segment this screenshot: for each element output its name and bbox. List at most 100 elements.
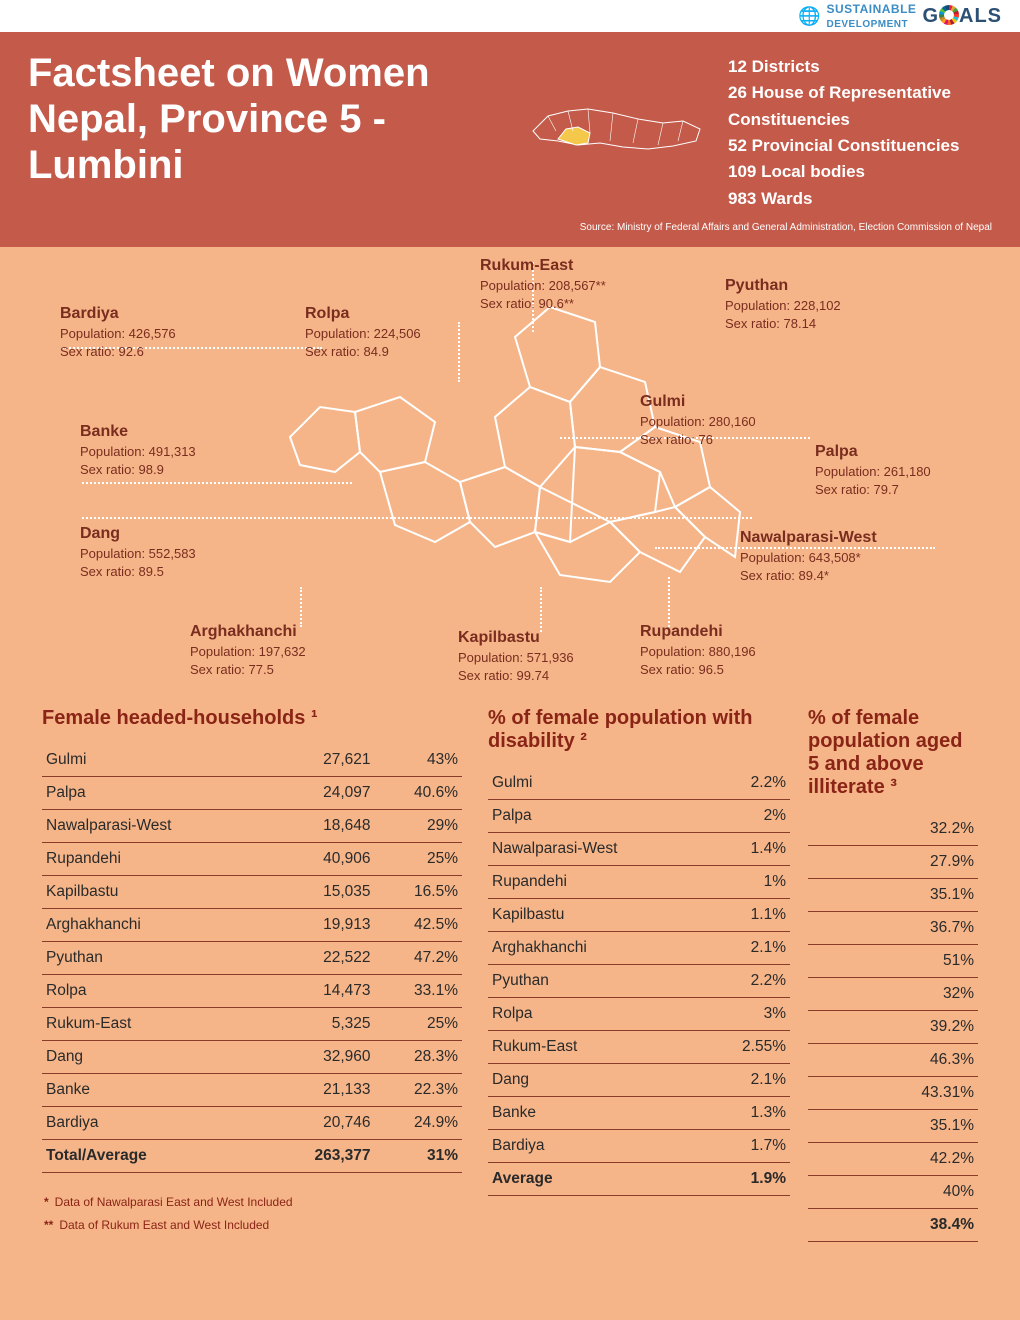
cell-pct: 33.1% bbox=[375, 975, 462, 1008]
cell-count: 20,746 bbox=[267, 1107, 375, 1140]
district-name: Rolpa bbox=[305, 305, 421, 323]
table-row: Nawalparasi-West1.4% bbox=[488, 833, 790, 866]
district-sexratio: Sex ratio: 89.4* bbox=[740, 567, 877, 585]
cell-count: 22,522 bbox=[267, 942, 375, 975]
cell-pct: 1.3% bbox=[705, 1097, 790, 1130]
header-stats: 12 Districts26 House of Representative C… bbox=[728, 50, 992, 212]
cell-count: 18,648 bbox=[267, 810, 375, 843]
cell-pct: 47.2% bbox=[375, 942, 462, 975]
table-row: 46.3% bbox=[808, 1044, 978, 1077]
leader-line bbox=[300, 587, 302, 627]
cell-district: Pyuthan bbox=[488, 965, 705, 998]
footnotes: *Data of Nawalparasi East and West Inclu… bbox=[42, 1173, 462, 1237]
cell-district: Bardiya bbox=[42, 1107, 267, 1140]
district-name: Rukum-East bbox=[480, 257, 606, 275]
cell-count: 14,473 bbox=[267, 975, 375, 1008]
cell-district: Rolpa bbox=[488, 998, 705, 1031]
cell-pct: 51% bbox=[808, 945, 978, 978]
cell-district: Rukum-East bbox=[488, 1031, 705, 1064]
table-row: Bardiya20,74624.9% bbox=[42, 1107, 462, 1140]
cell-pct: 32.2% bbox=[808, 813, 978, 846]
district-callout: DangPopulation: 552,583Sex ratio: 89.5 bbox=[80, 525, 196, 581]
table-total-row: Average1.9% bbox=[488, 1163, 790, 1196]
cell-pct: 29% bbox=[375, 810, 462, 843]
cell-pct: 24.9% bbox=[375, 1107, 462, 1140]
cell-pct: 35.1% bbox=[808, 1110, 978, 1143]
cell-district: Gulmi bbox=[42, 744, 267, 777]
cell-pct: 16.5% bbox=[375, 876, 462, 909]
district-population: Population: 280,160 bbox=[640, 413, 756, 431]
cell-district: Arghakhanchi bbox=[488, 932, 705, 965]
cell-district: Rolpa bbox=[42, 975, 267, 1008]
cell-pct: 22.3% bbox=[375, 1074, 462, 1107]
district-sexratio: Sex ratio: 96.5 bbox=[640, 661, 756, 679]
table-row: Banke21,13322.3% bbox=[42, 1074, 462, 1107]
district-callout: GulmiPopulation: 280,160Sex ratio: 76 bbox=[640, 393, 756, 449]
table-row: Dang2.1% bbox=[488, 1064, 790, 1097]
district-name: Pyuthan bbox=[725, 277, 841, 295]
cell-pct: 1% bbox=[705, 866, 790, 899]
table-row: Pyuthan2.2% bbox=[488, 965, 790, 998]
district-callout: KapilbastuPopulation: 571,936Sex ratio: … bbox=[458, 629, 574, 685]
table-row: Dang32,96028.3% bbox=[42, 1041, 462, 1074]
table-row: Nawalparasi-West18,64829% bbox=[42, 810, 462, 843]
cell-count: 5,325 bbox=[267, 1008, 375, 1041]
cell-pct: 36.7% bbox=[808, 912, 978, 945]
district-sexratio: Sex ratio: 84.9 bbox=[305, 343, 421, 361]
table-row: Gulmi2.2% bbox=[488, 767, 790, 800]
table-row: Arghakhanchi19,91342.5% bbox=[42, 909, 462, 942]
table-row: 32% bbox=[808, 978, 978, 1011]
district-sexratio: Sex ratio: 89.5 bbox=[80, 563, 196, 581]
table-row: Rupandehi1% bbox=[488, 866, 790, 899]
district-population: Population: 224,506 bbox=[305, 325, 421, 343]
district-sexratio: Sex ratio: 76 bbox=[640, 431, 756, 449]
cell-pct: 2.2% bbox=[705, 767, 790, 800]
cell-district: Kapilbastu bbox=[488, 899, 705, 932]
cell-pct: 32% bbox=[808, 978, 978, 1011]
cell-pct: 46.3% bbox=[808, 1044, 978, 1077]
district-sexratio: Sex ratio: 90.6** bbox=[480, 295, 606, 313]
cell-district: Pyuthan bbox=[42, 942, 267, 975]
district-name: Palpa bbox=[815, 443, 931, 461]
province-map-section: Rukum-EastPopulation: 208,567**Sex ratio… bbox=[0, 247, 1020, 707]
cell-district: Dang bbox=[488, 1064, 705, 1097]
header-source: Source: Ministry of Federal Affairs and … bbox=[28, 222, 992, 233]
district-population: Population: 552,583 bbox=[80, 545, 196, 563]
cell-count: 19,913 bbox=[267, 909, 375, 942]
tables-section: Female headed-households ¹ Gulmi27,62143… bbox=[0, 707, 1020, 1242]
district-name: Bardiya bbox=[60, 305, 176, 323]
district-population: Population: 208,567** bbox=[480, 277, 606, 295]
cell-pct: 43.31% bbox=[808, 1077, 978, 1110]
table-row: Rukum-East2.55% bbox=[488, 1031, 790, 1064]
disability-title: % of female population with disability ² bbox=[488, 707, 790, 753]
district-callout: RupandehiPopulation: 880,196Sex ratio: 9… bbox=[640, 623, 756, 679]
district-population: Population: 197,632 bbox=[190, 643, 306, 661]
cell-pct: 1.7% bbox=[705, 1130, 790, 1163]
sdg-banner: 🌐 SUSTAINABLE DEVELOPMENT GALS bbox=[0, 0, 1020, 32]
table-row: Gulmi27,62143% bbox=[42, 744, 462, 777]
cell-pct: 25% bbox=[375, 843, 462, 876]
table-row: 32.2% bbox=[808, 813, 978, 846]
header: Factsheet on Women Nepal, Province 5 - L… bbox=[0, 32, 1020, 247]
district-sexratio: Sex ratio: 98.9 bbox=[80, 461, 196, 479]
cell-count: 32,960 bbox=[267, 1041, 375, 1074]
district-name: Banke bbox=[80, 423, 196, 441]
cell-pct: 35.1% bbox=[808, 879, 978, 912]
table-row: Rolpa14,47333.1% bbox=[42, 975, 462, 1008]
table-row: Kapilbastu15,03516.5% bbox=[42, 876, 462, 909]
cell-district: Arghakhanchi bbox=[42, 909, 267, 942]
table-row: Banke1.3% bbox=[488, 1097, 790, 1130]
footnote-line: **Data of Rukum East and West Included bbox=[44, 1214, 462, 1237]
cell-pct: 1.1% bbox=[705, 899, 790, 932]
table-total-row: Total/Average263,37731% bbox=[42, 1140, 462, 1173]
footnote-line: *Data of Nawalparasi East and West Inclu… bbox=[44, 1191, 462, 1214]
cell-pct: 40% bbox=[808, 1176, 978, 1209]
cell-district: Palpa bbox=[42, 777, 267, 810]
sdg-text: SUSTAINABLE DEVELOPMENT bbox=[826, 2, 916, 30]
cell-district: Rukum-East bbox=[42, 1008, 267, 1041]
cell-district: Gulmi bbox=[488, 767, 705, 800]
table-row: 51% bbox=[808, 945, 978, 978]
cell-district: Nawalparasi-West bbox=[488, 833, 705, 866]
table-row: Rukum-East5,32525% bbox=[42, 1008, 462, 1041]
leader-line bbox=[82, 482, 352, 484]
